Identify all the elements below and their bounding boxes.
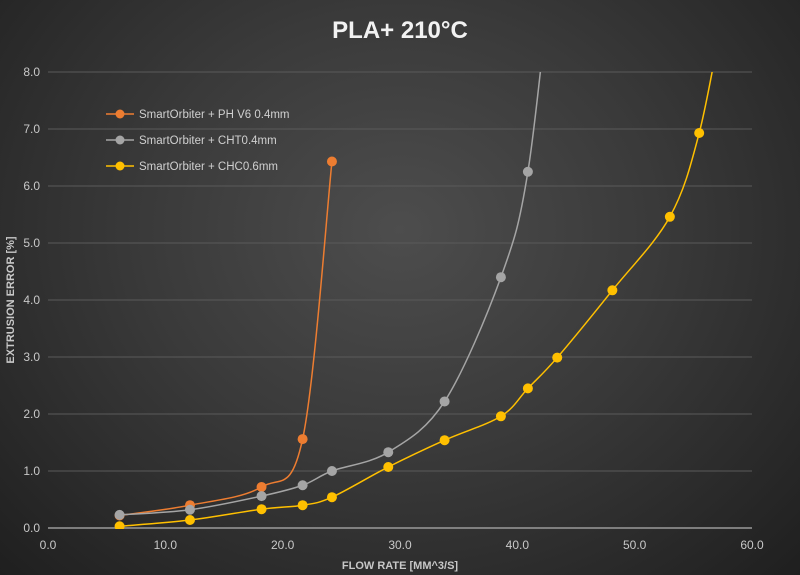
x-tick-label: 20.0 — [271, 538, 295, 552]
chart-title: PLA+ 210°C — [332, 17, 468, 44]
series-line — [119, 72, 542, 516]
x-tick-label: 30.0 — [388, 538, 412, 552]
data-point — [326, 466, 337, 476]
data-point — [256, 481, 267, 492]
data-point — [718, 10, 728, 20]
series-line — [119, 161, 333, 517]
series-line — [119, 72, 713, 528]
x-tick-label: 60.0 — [740, 538, 764, 552]
data-point — [256, 491, 267, 502]
data-point — [184, 504, 195, 515]
data-point — [495, 272, 506, 283]
data-point — [326, 156, 337, 167]
x-tick-label: 10.0 — [154, 538, 178, 552]
y-tick-label: 3.0 — [23, 350, 40, 364]
legend: SmartOrbiter + PH V6 0.4mm SmartOrbiter +… — [106, 109, 290, 173]
y-tick-label: 5.0 — [23, 236, 40, 250]
plot-area — [114, 10, 728, 529]
data-point — [495, 411, 506, 422]
data-point — [383, 462, 394, 473]
legend-marker — [115, 161, 125, 171]
x-tick-label: 50.0 — [623, 538, 647, 552]
x-tick-label: 40.0 — [506, 538, 530, 552]
data-point — [114, 521, 125, 529]
data-point — [439, 435, 450, 446]
x-axis-label: FLOW RATE [MM^3/S] — [342, 560, 459, 572]
data-point — [297, 500, 308, 511]
y-tick-label: 8.0 — [23, 65, 40, 79]
y-tick-label: 1.0 — [23, 464, 40, 478]
y-axis: 0.0 1.0 2.0 3.0 4.0 5.0 6.0 7.0 8.0 — [23, 65, 40, 535]
data-point — [297, 434, 308, 445]
data-point — [439, 396, 450, 407]
data-point — [114, 509, 125, 520]
legend-label: SmartOrbiter + CHC0.6mm — [139, 161, 278, 173]
legend-label: SmartOrbiter + CHT0.4mm — [139, 135, 277, 147]
y-tick-label: 2.0 — [23, 407, 40, 421]
x-axis: 0.0 10.0 20.0 30.0 40.0 50.0 60.0 — [40, 538, 764, 552]
data-point — [256, 504, 267, 515]
data-point — [552, 352, 563, 363]
legend-marker — [115, 109, 125, 119]
data-point — [522, 383, 533, 394]
legend-marker — [115, 135, 125, 145]
y-axis-label: EXTRUSION ERROR [%] — [5, 236, 17, 363]
y-tick-label: 0.0 — [23, 521, 40, 535]
y-tick-label: 7.0 — [23, 122, 40, 136]
y-tick-label: 4.0 — [23, 293, 40, 307]
data-point — [326, 492, 337, 503]
data-point — [383, 447, 394, 458]
y-tick-label: 6.0 — [23, 179, 40, 193]
data-point — [522, 166, 533, 177]
legend-label: SmartOrbiter + PH V6 0.4mm — [139, 109, 290, 121]
data-point — [664, 211, 675, 222]
data-point — [694, 127, 705, 138]
data-point — [297, 480, 308, 491]
data-point — [184, 515, 195, 526]
x-tick-label: 0.0 — [40, 538, 57, 552]
gridlines — [48, 71, 752, 529]
data-point — [607, 285, 618, 296]
